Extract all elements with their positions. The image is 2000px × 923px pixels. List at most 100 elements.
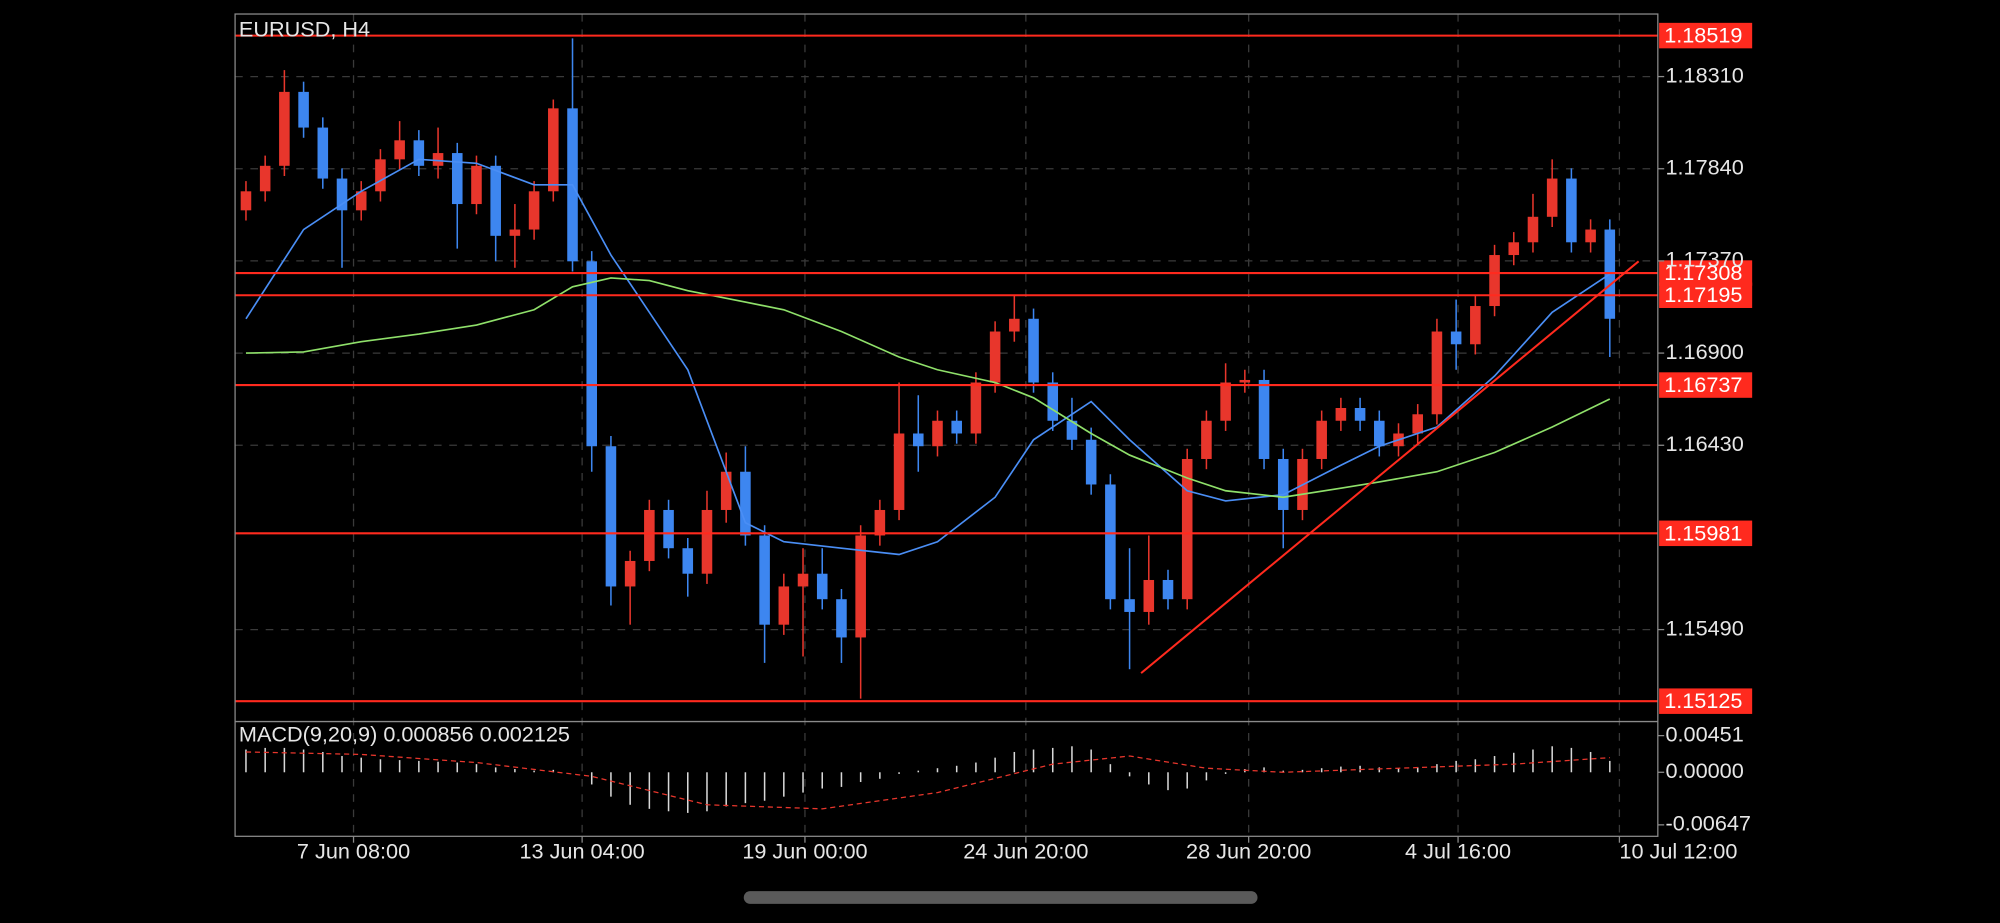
level-tag — [1659, 688, 1753, 714]
candle-body — [1047, 382, 1059, 421]
candle-body — [298, 91, 309, 128]
candle-body — [682, 548, 694, 574]
level-tag — [1659, 372, 1753, 398]
macd-signal — [245, 751, 1610, 810]
level-tag-label: 1.15981 — [1664, 520, 1742, 545]
x-tick-label: 10 Jul 12:00 — [1619, 839, 1737, 864]
candle-body — [759, 535, 770, 625]
candle-body — [1258, 379, 1270, 459]
level-tag — [1659, 282, 1753, 308]
y-tick-label: 1.16430 — [1665, 431, 1743, 456]
y-tick-label: 1.17370 — [1665, 247, 1743, 272]
candle-body — [816, 573, 828, 600]
candle-body — [1085, 439, 1097, 485]
candle-body — [1124, 599, 1135, 612]
trend-line — [1140, 260, 1640, 674]
x-tick-label: 13 Jun 04:00 — [520, 839, 645, 864]
candle-body — [317, 127, 329, 179]
candle-body — [1009, 318, 1020, 332]
candle-body — [1162, 579, 1174, 600]
candle-body — [778, 586, 790, 625]
y2-tick-label: 0.00451 — [1665, 721, 1743, 746]
candle-body — [1489, 255, 1500, 307]
level-tag-label: 1.15125 — [1664, 688, 1742, 713]
x-tick-label: 7 Jun 08:00 — [297, 839, 410, 864]
candle-body — [951, 420, 962, 434]
level-tag — [1659, 520, 1753, 547]
candle-body — [375, 159, 386, 192]
candle-body — [355, 191, 367, 211]
level-tag-label: 1.16737 — [1664, 372, 1742, 397]
candle-body — [720, 471, 732, 510]
candle-body — [548, 108, 559, 192]
candle-body — [1105, 484, 1116, 600]
level-tag — [1659, 22, 1753, 49]
candle-body — [989, 331, 1001, 383]
y2-tick-label: -0.00647 — [1665, 811, 1750, 836]
candle-body — [1585, 229, 1596, 243]
level-tag-label: 1.17308 — [1664, 260, 1742, 285]
overlays — [245, 158, 1640, 674]
candle-body — [586, 261, 598, 447]
y-tick-label: 1.17840 — [1665, 154, 1743, 179]
candle-body — [451, 153, 463, 205]
candle-body — [1028, 318, 1039, 383]
candle-body — [1181, 458, 1193, 600]
candle-body — [932, 420, 943, 447]
candle-body — [624, 560, 636, 587]
y-tick-label: 1.15490 — [1665, 615, 1743, 640]
candle-body — [471, 165, 482, 205]
candle-body — [740, 471, 751, 536]
candle-body — [1450, 331, 1462, 345]
candle-body — [1431, 331, 1443, 415]
macd-panel — [245, 746, 1611, 813]
home-indicator — [743, 891, 1258, 904]
candle-body — [644, 509, 655, 561]
candle-body — [663, 509, 674, 549]
candle-body — [1412, 414, 1423, 434]
y-tick-label: 1.18310 — [1665, 62, 1743, 87]
candle-body — [1335, 407, 1347, 421]
candle-body — [1508, 242, 1520, 256]
candle-body — [1220, 382, 1231, 421]
candle-body — [1239, 379, 1251, 383]
candles — [240, 38, 1616, 699]
candle-body — [1143, 579, 1155, 612]
candle-body — [1546, 178, 1558, 217]
candle-body — [797, 573, 809, 587]
candle-body — [893, 433, 905, 510]
candle-body — [279, 91, 290, 166]
candle-body — [528, 191, 540, 230]
candle-body — [336, 178, 348, 211]
chart-title: EURUSD, H4 — [239, 16, 370, 41]
candle-body — [240, 191, 252, 211]
candle-body — [413, 140, 425, 166]
level-tag — [1659, 260, 1753, 286]
candle-body — [1527, 216, 1539, 243]
candle-body — [1470, 306, 1481, 345]
macd-label: MACD(9,20,9) 0.000856 0.002125 — [239, 721, 570, 746]
candle-body — [259, 165, 271, 192]
candle-body — [836, 599, 847, 638]
x-tick-label: 24 Jun 20:00 — [963, 839, 1088, 864]
x-tick-label: 19 Jun 00:00 — [742, 839, 867, 864]
candle-body — [855, 535, 866, 638]
level-tag-label: 1.18519 — [1664, 23, 1742, 48]
candle-body — [509, 229, 521, 236]
candle-body — [1316, 420, 1327, 459]
plot-frame — [234, 13, 1659, 837]
candle-body — [1201, 420, 1212, 459]
candle-body — [394, 140, 405, 160]
x-tick-label: 4 Jul 16:00 — [1405, 839, 1511, 864]
candle-body — [912, 433, 924, 447]
candle-body — [1277, 458, 1289, 510]
candle-body — [1374, 420, 1385, 447]
candle-body — [1354, 407, 1366, 421]
moving-average — [245, 277, 1611, 499]
candle-body — [605, 446, 617, 587]
candle-body — [1566, 178, 1577, 243]
